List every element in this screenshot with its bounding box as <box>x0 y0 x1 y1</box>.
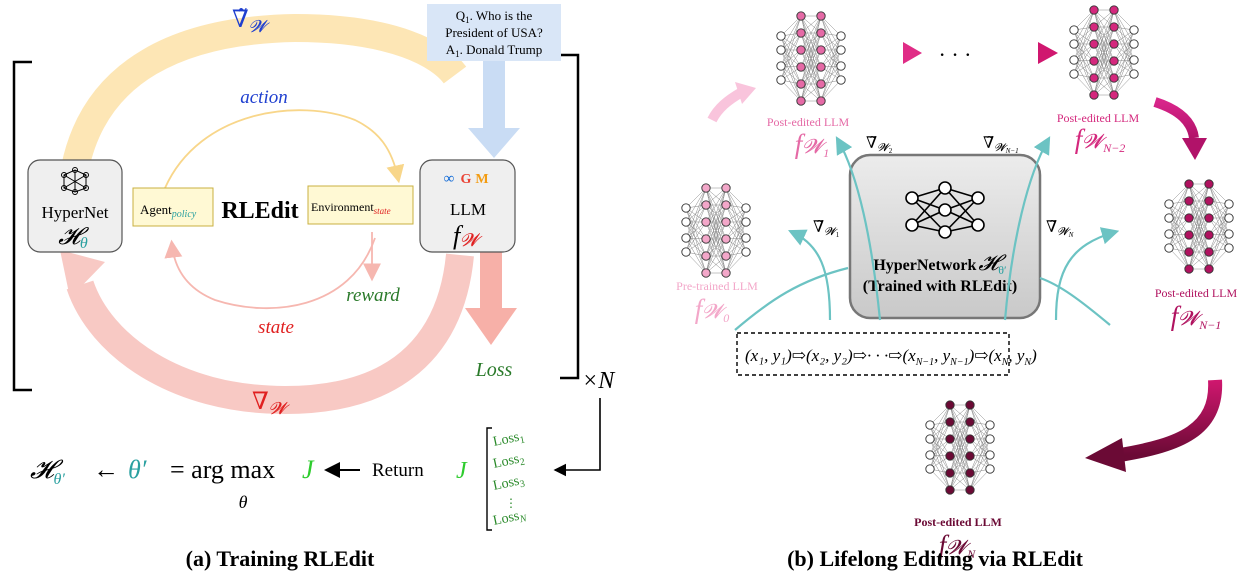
agent-box <box>132 187 214 227</box>
teal-line-right-bottom <box>1039 276 1111 326</box>
action-arc <box>164 109 405 189</box>
postn2-network-icon <box>1069 5 1139 100</box>
action-label: action <box>240 87 288 108</box>
loss-dots: ⋮ <box>505 496 517 510</box>
query-arrow-shaft <box>483 60 505 130</box>
query-arrow-head <box>468 128 520 158</box>
postn-label: Post-edited LLM <box>914 515 1002 529</box>
teal-arc-w2 <box>835 136 882 321</box>
query-line3: A1. Donald Trump <box>446 42 543 59</box>
loss-arrow-head <box>465 308 517 345</box>
bottom-gradient-arc-head <box>60 250 105 298</box>
reward-label: reward <box>346 285 400 306</box>
loss-label: Loss <box>475 359 513 381</box>
grad-w1-label: ∇̃𝓦1 <box>813 219 840 239</box>
pink-arrow-postn2-to-postn1 <box>1153 97 1199 139</box>
sequence-dots: · · · <box>939 42 972 67</box>
teal-arc-w1 <box>788 229 832 321</box>
loss-3: Loss3 <box>492 473 526 496</box>
losses-list: Loss1 Loss2 Loss3 ⋮ LossN <box>492 429 529 531</box>
llm-logo-meta: ∞ <box>444 171 455 187</box>
query-line2: President of USA? <box>445 25 543 40</box>
pink-arrow-pre-to-post1-head <box>735 82 756 104</box>
losses-bracket <box>486 427 492 531</box>
hypernetwork-label: HyperNetwork𝓗θ′ <box>873 250 1007 277</box>
post1-symbol: f𝓦1 <box>795 129 829 160</box>
grad-wn-label: ∇̃𝓦N <box>1046 219 1074 239</box>
return-connector <box>553 398 601 477</box>
bottom-gradient-arc <box>66 253 474 415</box>
center-title: RLEdit <box>221 198 298 224</box>
formula-argmax: = arg max <box>170 455 275 484</box>
dark-arrow-postn1-to-postn <box>1118 379 1223 462</box>
postn2-symbol: f𝓦N−2 <box>1075 124 1126 155</box>
loss-arrow-shaft <box>480 250 502 310</box>
hypernetwork-graph-icon <box>905 181 985 239</box>
grad-wn1-label: ∇̃𝓦N−1 <box>983 135 1019 155</box>
postn1-symbol: f𝓦N−1 <box>1171 301 1222 332</box>
pink-arrow-postn2-to-postn1-head <box>1182 138 1207 160</box>
postn-symbol: f𝓦N <box>939 530 976 561</box>
formula-j2: J <box>456 458 468 484</box>
formula-theta: θ′ <box>128 455 147 484</box>
times-n-label: ×N <box>582 368 616 394</box>
llm-box <box>419 159 516 253</box>
left-bracket <box>12 60 32 392</box>
hypernet-box <box>27 159 123 253</box>
agent-label: Agentpolicy <box>140 202 197 220</box>
trained-label: (Trained with RLEdit) <box>863 278 1017 295</box>
teal-gradient-arrows <box>734 136 1120 331</box>
dark-arrow-postn1-to-postn-head <box>1085 438 1126 472</box>
top-gradient-arc <box>61 13 467 172</box>
right-caption: (b) Lifelong Editing via RLEdit <box>787 546 1084 571</box>
query-line1: Q1. Who is the <box>456 8 533 25</box>
hypernet-label: HyperNet <box>41 203 108 222</box>
formula-lhs: 𝓗θ′ <box>30 455 65 488</box>
formula-j: J <box>302 455 315 484</box>
pink-arrow-pre-to-post1 <box>707 87 745 123</box>
postn-network-icon <box>925 400 995 495</box>
postn1-network-icon <box>1164 179 1234 274</box>
formula-return: Return <box>372 460 424 481</box>
llm-symbol: f𝓦 <box>453 221 483 250</box>
sequence-box <box>736 332 1010 376</box>
grad-w2-label: ∇̃𝓦2 <box>866 135 893 155</box>
environment-label: Environmentstate <box>311 200 391 216</box>
hypernet-brain-icon <box>61 167 89 195</box>
loss-2: Loss2 <box>492 451 526 474</box>
teal-line-left-bottom <box>734 266 849 331</box>
query-box <box>427 4 561 61</box>
teal-arc-wn <box>1054 227 1120 321</box>
formula-arrow: ← <box>93 455 119 484</box>
right-bracket <box>560 53 580 380</box>
llm-label: LLM <box>450 200 486 219</box>
sequence-text: (x₁, y₁)⇨(x₂, y₂)⇨· · ·⇨(xN−1, yN−1)⇨(xN… <box>745 346 1037 368</box>
loss-n: LossN <box>492 507 529 531</box>
teal-arc-wn1 <box>1003 136 1051 321</box>
loss-1: Loss1 <box>492 429 526 452</box>
post1-label: Post-edited LLM <box>767 115 850 129</box>
postn1-label: Post-edited LLM <box>1155 286 1238 300</box>
environment-box <box>307 185 414 225</box>
llm-logo-mistral: M <box>475 172 488 187</box>
grad-bottom-label: ∇𝓦 <box>252 389 291 418</box>
pink-arrow-dots-to-postn2-head <box>1038 42 1058 64</box>
grad-tilde-top-label: ∇̃𝓦 <box>232 7 271 36</box>
state-label: state <box>258 317 294 338</box>
pretrained-label: Pre-trained LLM <box>676 279 758 293</box>
postn2-label: Post-edited LLM <box>1057 111 1140 125</box>
llm-logo-google: G <box>461 172 472 187</box>
pretrained-symbol: f𝓦0 <box>695 294 729 325</box>
left-caption: (a) Training RLEdit <box>186 546 375 571</box>
pretrained-network-icon <box>681 183 751 278</box>
state-arc <box>164 237 376 310</box>
post1-network-icon <box>776 11 846 106</box>
formula-under: θ <box>239 492 248 512</box>
pink-arrow-post1-to-dots-head <box>903 42 922 64</box>
grad-labels: ∇̃𝓦1 ∇̃𝓦2 ∇̃𝓦N−1 ∇̃𝓦N <box>813 135 1074 239</box>
